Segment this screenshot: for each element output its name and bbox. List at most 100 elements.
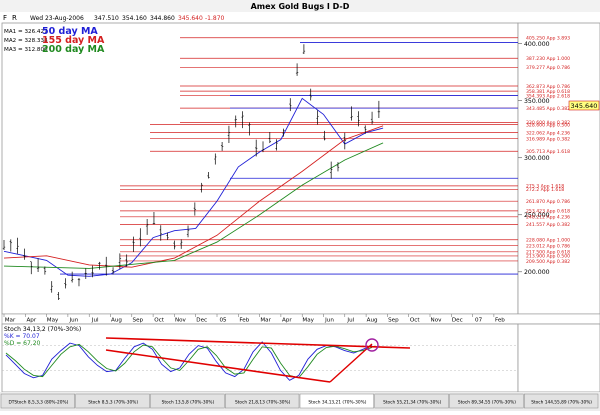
stoch-highlight-circle xyxy=(365,338,379,352)
retracement-label: 322.062 App 4.236 xyxy=(526,130,570,136)
retracement-label: 223.012 App 0.786 xyxy=(526,243,570,249)
time-tick-label: Mar xyxy=(260,318,271,324)
price-axis xyxy=(517,22,600,315)
last-price-label: 345.640 xyxy=(571,102,598,110)
price-pane xyxy=(1,22,519,315)
time-tick-label: Sep xyxy=(388,318,399,324)
retracement-label: 343.485 App 0.382 xyxy=(526,106,570,112)
time-tick-label: 05 xyxy=(219,318,227,324)
time-tick-label: Dec xyxy=(452,318,463,324)
time-tick-label: Mar xyxy=(5,318,16,324)
ma-legend-label: 200 day MA xyxy=(42,44,105,55)
tab-6[interactable] xyxy=(449,393,524,409)
tab-label[interactable]: Stoch 55,21,34 (70%-30%) xyxy=(383,400,441,406)
time-tick-label: Nov xyxy=(175,318,187,324)
time-tick-label: Oct xyxy=(154,318,164,324)
ohlc-low: 344.860 xyxy=(150,15,175,22)
retracement-label: 217.500 App 0.618 xyxy=(526,250,570,256)
ohlc-close: 345.640 xyxy=(178,15,203,22)
time-tick-label: Jul xyxy=(91,318,99,324)
price-tick-label: 200.000 xyxy=(524,269,550,276)
stoch-pane xyxy=(1,323,519,393)
title-bar xyxy=(0,0,600,12)
price-tick-label: 300.000 xyxy=(524,155,550,162)
ma-legend-label: 155 day MA xyxy=(42,35,105,46)
time-tick-label: Jun xyxy=(324,318,334,324)
ma-legend-code: MA2 = 328.338 xyxy=(4,38,48,44)
time-tick-label: May xyxy=(302,318,314,324)
time-axis-labels: Mar Apr May Jun Jul Aug Sep Oct Nov Dec 05 Feb Mar Ap… xyxy=(3,314,505,324)
support-lines xyxy=(60,42,518,275)
tab-4[interactable] xyxy=(299,393,374,409)
tab-2[interactable] xyxy=(150,393,225,409)
ohlc-open: 347.510 xyxy=(94,15,119,22)
time-tick-label: Aug xyxy=(367,318,378,324)
retracement-label: 328.600 App 0.500 xyxy=(526,122,570,128)
tab-label[interactable]: Stoch 144,55,89 (70%-30%) xyxy=(531,400,592,406)
tab-5[interactable] xyxy=(374,393,449,409)
time-tick-label: Nov xyxy=(431,318,443,324)
readout-strip xyxy=(0,12,600,23)
retracement-label: 316.989 App 0.382 xyxy=(526,136,570,142)
retracement-label: 305.713 App 1.618 xyxy=(526,149,570,155)
stoch-k-label: %K = 70.07 xyxy=(4,333,40,340)
f-button[interactable]: F xyxy=(3,14,7,22)
retracement-label: 261.870 App 0.786 xyxy=(526,199,570,205)
ohlc-high: 354.160 xyxy=(122,15,147,22)
time-tick-label: May xyxy=(47,318,59,324)
retracement-label: 405.250 App 3.893 xyxy=(526,36,570,42)
retracement-label: 354.393 App 2.618 xyxy=(526,93,570,99)
price-tick-label: 250.000 xyxy=(524,212,550,219)
stoch-lower-trendline xyxy=(105,349,331,383)
time-tick-label: Jun xyxy=(69,318,79,324)
tab-0[interactable] xyxy=(0,393,75,409)
retracement-label: 379.277 App 0.786 xyxy=(526,65,570,71)
time-tick-label: Oct xyxy=(410,318,420,324)
tab-label[interactable]: Stoch 34,13,21 (70%-30%) xyxy=(308,400,366,406)
time-tick-label: Jul xyxy=(346,318,354,324)
retracement-label: 209.500 App 0.382 xyxy=(526,259,570,265)
price-tick-label: 400.000 xyxy=(524,41,550,48)
price-axis-ticks: 200.000 250.000 300.000 350.000 400.000 xyxy=(518,41,550,276)
time-tick-label: Aug xyxy=(111,318,122,324)
retracement-label: 275.3 App 1.618 xyxy=(526,184,564,190)
retracement-label: 213.900 App 0.500 xyxy=(526,254,570,260)
tab-1[interactable] xyxy=(75,393,150,409)
time-tick-label: Feb xyxy=(239,318,249,324)
retracement-label: 253.423 App 0.618 xyxy=(526,209,570,215)
stoch-k-line xyxy=(5,341,373,381)
last-price-box xyxy=(568,100,600,111)
tab-label[interactable]: Stoch 8,5,3 (70%-30%) xyxy=(88,400,138,406)
tab-label[interactable]: DTStoch 8,5,3,3 (80%-20%) xyxy=(8,400,68,406)
retracement-label: 358.381 App 0.618 xyxy=(526,89,570,95)
tab-3[interactable] xyxy=(225,393,300,409)
price-tick-label: 350.000 xyxy=(524,98,550,105)
retracement-label: 241.557 App 0.382 xyxy=(526,222,570,228)
ma-legend-label: 50 day MA xyxy=(42,26,98,37)
stoch-upper-trendline xyxy=(105,337,411,349)
time-tick-label: Dec xyxy=(196,318,207,324)
ma-legend-code: MA1 = 326.427 xyxy=(4,29,48,35)
ma-line xyxy=(3,125,384,268)
retracement-label: 228.080 App 1.000 xyxy=(526,238,570,244)
indicator-tabs: DTStoch 8,5,3,3 (80%-20%) Stoch 8,5,3 (70… xyxy=(0,393,599,409)
ohlc-date: Wed 23-Aug-2006 xyxy=(30,15,84,22)
retracement-label: 362.873 App 0.786 xyxy=(526,84,570,90)
r-button[interactable]: R xyxy=(12,14,17,22)
ohlc-change: -1.870 xyxy=(205,15,225,22)
retracement-label: 387.230 App 1.000 xyxy=(526,56,570,62)
tab-label[interactable]: Stoch 21,8,13 (70%-30%) xyxy=(235,400,291,406)
stoch-lines xyxy=(2,337,518,383)
price-bars xyxy=(2,44,381,300)
tab-label[interactable]: Stoch 13,5,8 (70%-30%) xyxy=(162,400,215,406)
retracement-label: 330.600 App 0.382 xyxy=(526,120,570,126)
stoch-d-line xyxy=(5,343,373,379)
stoch-rise-trendline xyxy=(329,343,373,383)
retracement-label: 248.212 App 4.236 xyxy=(526,215,570,221)
tab-7[interactable] xyxy=(524,393,599,409)
stoch-d-label: %D = 67.20 xyxy=(4,340,41,347)
tab-label[interactable]: Stoch 89,34,55 (70%-30%) xyxy=(458,400,516,406)
